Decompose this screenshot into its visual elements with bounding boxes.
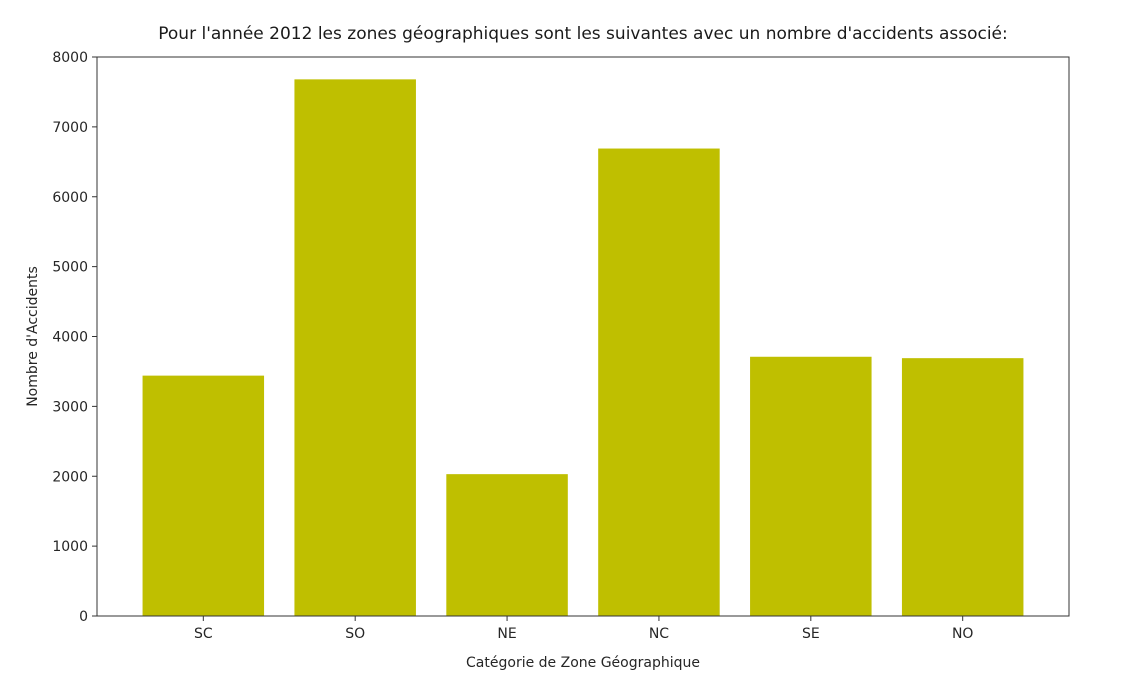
bar-nc <box>598 148 720 616</box>
y-tick-label: 4000 <box>52 330 88 346</box>
y-tick-label: 3000 <box>52 399 88 415</box>
bar-no <box>901 358 1024 616</box>
y-axis-ticks: 0 1000 2000 3000 4000 5000 6000 7000 8000 <box>52 50 97 625</box>
y-tick-label: 6000 <box>52 190 88 206</box>
x-tick-label: SC <box>194 626 213 642</box>
x-axis-ticks: SC SO NE NC SE NO <box>194 616 973 642</box>
x-tick-label: SO <box>345 626 365 642</box>
x-axis-label: Catégorie de Zone Géographique <box>466 655 700 671</box>
x-tick-label: NE <box>497 626 516 642</box>
bar-ne <box>446 474 568 616</box>
bar-sc <box>142 375 265 616</box>
y-axis-label: Nombre d'Accidents <box>25 266 41 407</box>
chart-title: Pour l'année 2012 les zones géographique… <box>158 24 1007 44</box>
x-tick-label: NO <box>952 626 974 642</box>
plot-frame <box>96 56 1070 617</box>
y-tick-label: 5000 <box>52 260 88 276</box>
bar-so <box>294 79 416 617</box>
y-tick-label: 7000 <box>52 120 88 136</box>
x-tick-label: NC <box>649 626 669 642</box>
y-tick-label: 8000 <box>52 50 88 66</box>
x-tick-label: SE <box>802 626 820 642</box>
y-tick-label: 0 <box>79 609 88 625</box>
bars <box>142 79 1024 617</box>
y-tick-label: 1000 <box>52 539 88 555</box>
bar-se <box>750 356 872 616</box>
y-tick-label: 2000 <box>52 469 88 485</box>
